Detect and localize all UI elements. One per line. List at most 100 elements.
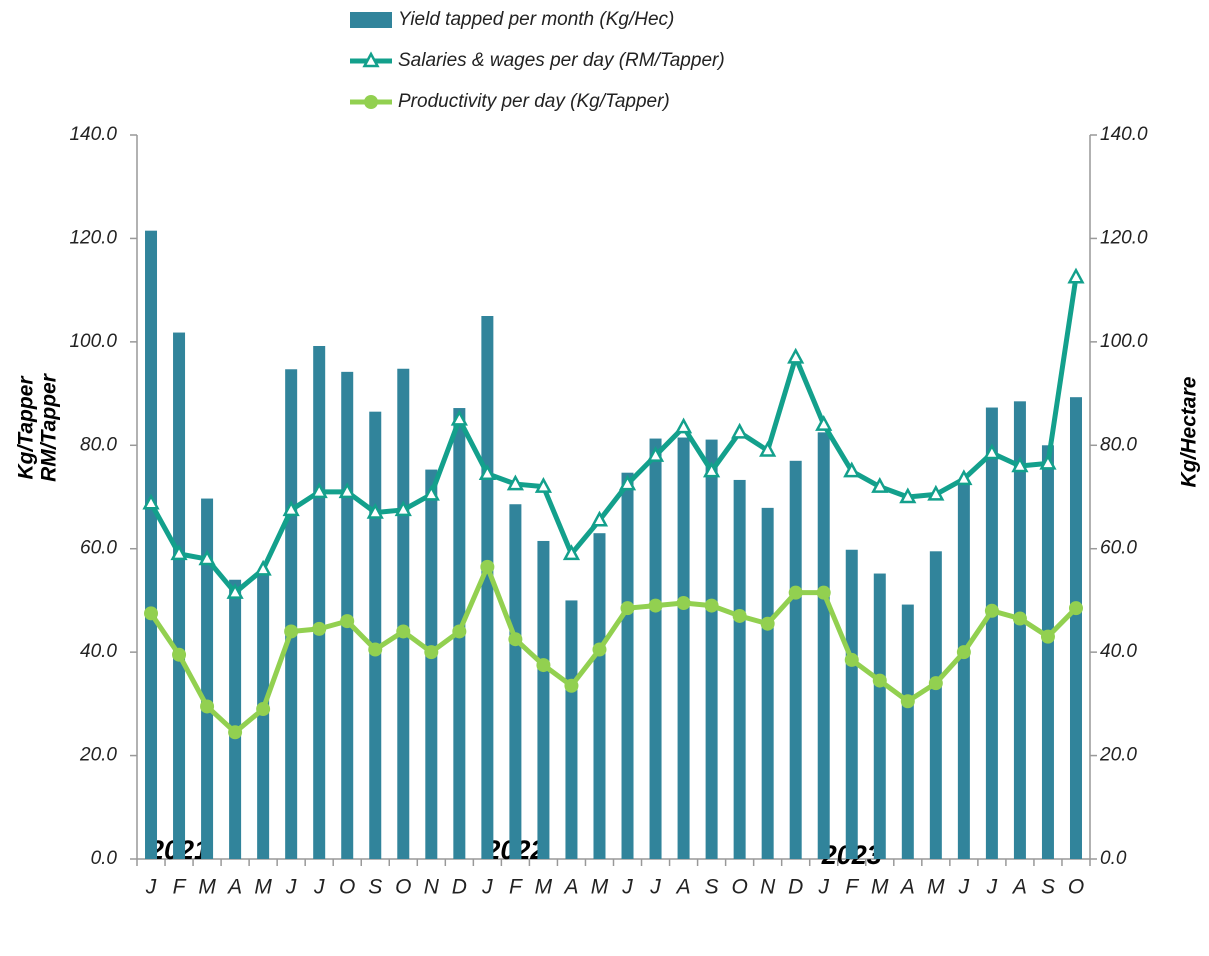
line-marker (312, 621, 327, 636)
x-tick-label: D (452, 876, 467, 899)
line-marker (928, 676, 943, 691)
line-marker (648, 598, 663, 613)
line-marker (478, 464, 496, 480)
y-axis-title: Kg/Tapper (15, 375, 38, 480)
line-marker (759, 440, 777, 457)
bar (957, 484, 970, 859)
line-marker (310, 482, 328, 499)
line-marker (340, 614, 355, 629)
line-marker (620, 601, 635, 616)
bar (873, 573, 886, 859)
line-marker (1011, 456, 1029, 473)
x-tick-label: M (254, 876, 272, 899)
x-tick-label: S (368, 876, 382, 899)
y-tick-label: 20.0 (79, 745, 117, 766)
x-tick-label: O (395, 876, 411, 899)
bar (1069, 397, 1082, 859)
bar (257, 574, 270, 859)
x-tick-label: J (817, 876, 829, 899)
line-marker (284, 624, 299, 639)
line-marker (815, 414, 833, 431)
bar (761, 507, 774, 859)
x-tick-label: M (535, 876, 553, 899)
x-tick-label: A (1011, 876, 1027, 899)
line-marker (984, 603, 999, 618)
line-marker (282, 500, 300, 517)
line-marker (368, 642, 383, 657)
line-marker (843, 461, 861, 478)
bar (509, 504, 522, 859)
x-tick-label: J (958, 876, 970, 899)
x-tick-label: S (705, 876, 719, 899)
line-marker (646, 446, 665, 462)
line-marker (983, 443, 1001, 460)
line-marker (422, 484, 440, 501)
y-tick-label: 60.0 (80, 538, 117, 559)
bar (1041, 445, 1054, 859)
line-marker (364, 95, 378, 109)
x-tick-label: F (509, 876, 523, 899)
y2-tick-label: 140.0 (1100, 124, 1148, 145)
line-marker (198, 549, 216, 566)
line-marker (200, 699, 215, 714)
x-tick-label: F (845, 876, 859, 899)
bar (425, 469, 438, 859)
line-marker (170, 544, 188, 561)
line-marker (590, 510, 609, 527)
line-marker (871, 477, 889, 493)
line-marker (338, 482, 356, 499)
bar (845, 549, 858, 859)
x-tick-label: O (339, 876, 355, 899)
line-marker (362, 51, 380, 68)
y2-axis-title: Kg/Hectare (1178, 376, 1201, 487)
bar (817, 432, 830, 859)
x-tick-label: A (675, 876, 691, 899)
y-tick-label: 140.0 (69, 124, 117, 145)
bar (173, 332, 186, 859)
line-marker (452, 624, 467, 639)
x-tick-label: J (621, 876, 633, 899)
line-marker (1012, 611, 1027, 626)
bar (789, 460, 802, 859)
x-tick-label: F (173, 876, 187, 899)
y2-tick-label: 100.0 (1100, 331, 1148, 352)
y2-tick-label: 20.0 (1099, 745, 1137, 766)
bar (705, 439, 718, 859)
line-marker (142, 493, 160, 510)
line-marker (676, 596, 691, 611)
x-tick-label: J (481, 876, 493, 899)
line-marker (788, 585, 803, 600)
line-marker (226, 583, 244, 599)
line-marker (618, 474, 637, 491)
line (148, 276, 1079, 596)
x-tick-label: M (927, 876, 945, 899)
line-marker (144, 606, 159, 621)
bar (537, 540, 550, 859)
x-tick-label: A (562, 876, 578, 899)
line-marker (592, 642, 607, 657)
line-marker (394, 500, 412, 517)
x-tick-label: J (986, 876, 998, 899)
line-marker (703, 461, 721, 478)
line-marker (1067, 267, 1085, 284)
y-tick-label: 100.0 (69, 331, 117, 352)
line-marker (172, 647, 187, 662)
legend-swatch (350, 12, 392, 28)
y-tick-label: 120.0 (69, 227, 117, 248)
x-tick-label: M (871, 876, 889, 899)
bar (229, 579, 242, 859)
line-marker (731, 422, 749, 439)
x-tick-label: J (285, 876, 297, 899)
bar (677, 437, 690, 859)
line-marker (508, 632, 523, 647)
bar (481, 316, 494, 859)
bar (369, 411, 382, 859)
legend-label: Salaries & wages per day (RM/Tapper) (398, 50, 725, 71)
y2-tick-label: 120.0 (1100, 227, 1148, 248)
bar (1013, 401, 1026, 859)
line (148, 564, 1078, 735)
bar (397, 368, 410, 859)
x-tick-label: N (760, 876, 776, 899)
x-tick-label: J (145, 876, 157, 899)
bar (201, 498, 214, 859)
